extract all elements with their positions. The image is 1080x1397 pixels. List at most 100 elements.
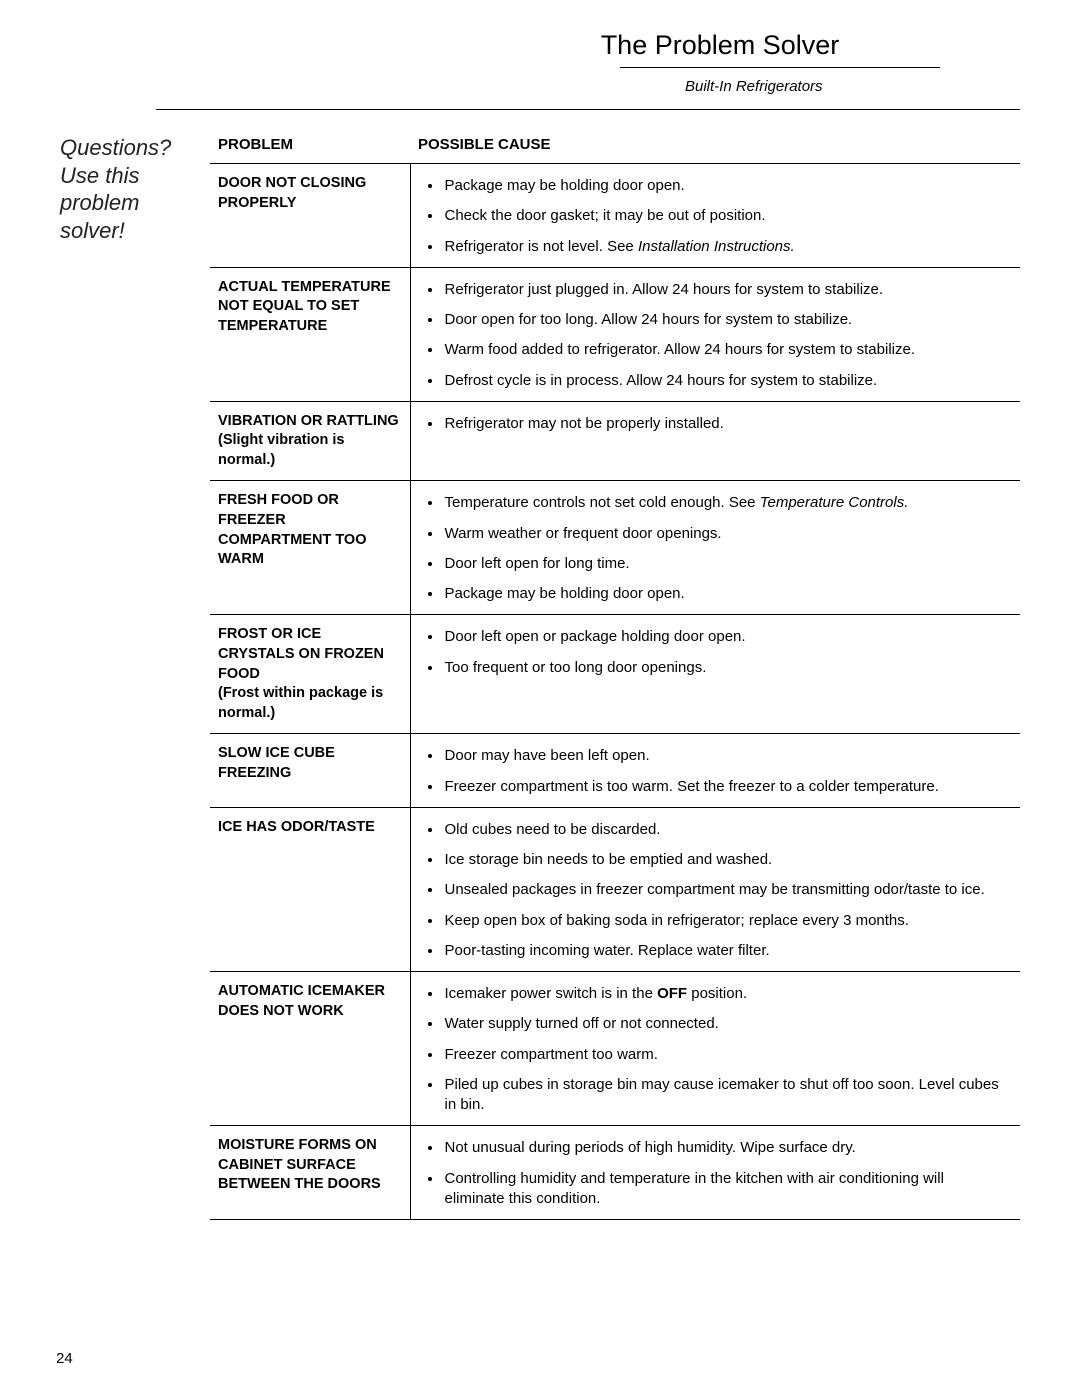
cause-text: Door may have been left open.	[445, 747, 650, 764]
troubleshooting-table: PROBLEM POSSIBLE CAUSE DOOR NOT CLOSING …	[210, 128, 1020, 1220]
table-row: AUTOMATIC ICEMAKER DOES NOT WORK Icemaker…	[210, 972, 1020, 1126]
cause-text: Controlling humidity and temperature in …	[445, 1170, 944, 1207]
cause-text: Temperature controls not set cold enough…	[445, 494, 760, 511]
causes-cell: Refrigerator may not be properly install…	[410, 401, 1020, 481]
cause-text: Defrost cycle is in process. Allow 24 ho…	[445, 372, 878, 389]
cause-text-italic: Temperature Controls.	[760, 494, 909, 511]
causes-cell: Door left open or package holding door o…	[410, 615, 1020, 734]
cause-item: Refrigerator may not be properly install…	[443, 412, 1005, 434]
table-row: FRESH FOOD OR FREEZER COMPARTMENT TOO WA…	[210, 481, 1020, 615]
cause-text: Keep open box of baking soda in refriger…	[445, 912, 909, 929]
problem-text: MOISTURE FORMS ON CABINET SURFACE BETWEE…	[218, 1137, 381, 1192]
cause-item: Temperature controls not set cold enough…	[443, 491, 1005, 521]
cause-item: Door left open for long time.	[443, 552, 1005, 582]
page-title: The Problem Solver	[420, 30, 1020, 61]
cause-text: Check the door gasket; it may be out of …	[445, 207, 766, 224]
problem-text: FROST OR ICE CRYSTALS ON FROZEN FOOD	[218, 626, 384, 681]
problem-cell: DOOR NOT CLOSING PROPERLY	[210, 164, 410, 268]
table-row: ICE HAS ODOR/TASTEOld cubes need to be d…	[210, 807, 1020, 971]
cause-item: Ice storage bin needs to be emptied and …	[443, 848, 1005, 878]
cause-item: Door may have been left open.	[443, 744, 1005, 774]
cause-item: Refrigerator is not level. See Installat…	[443, 235, 1005, 257]
table-row: MOISTURE FORMS ON CABINET SURFACE BETWEE…	[210, 1126, 1020, 1220]
causes-cell: Refrigerator just plugged in. Allow 24 h…	[410, 267, 1020, 401]
cause-item: Too frequent or too long door openings.	[443, 656, 1005, 678]
causes-cell: Icemaker power switch is in the OFF posi…	[410, 972, 1020, 1126]
cause-item: Piled up cubes in storage bin may cause …	[443, 1073, 1005, 1116]
cause-item: Freezer compartment too warm.	[443, 1043, 1005, 1073]
cause-item: Package may be holding door open.	[443, 174, 1005, 204]
cause-item: Warm weather or frequent door openings.	[443, 522, 1005, 552]
problem-text: AUTOMATIC ICEMAKER DOES NOT WORK	[218, 983, 385, 1019]
cause-item: Door left open or package holding door o…	[443, 625, 1005, 655]
table-row: FROST OR ICE CRYSTALS ON FROZEN FOOD (Fro…	[210, 615, 1020, 734]
cause-text: Unsealed packages in freezer compartment…	[445, 881, 985, 898]
cause-item: Freezer compartment is too warm. Set the…	[443, 775, 1005, 797]
cause-text: Freezer compartment too warm.	[445, 1046, 658, 1063]
problem-cell: MOISTURE FORMS ON CABINET SURFACE BETWEE…	[210, 1126, 410, 1220]
problem-cell: FRESH FOOD OR FREEZER COMPARTMENT TOO WA…	[210, 481, 410, 615]
cause-item: Old cubes need to be discarded.	[443, 818, 1005, 848]
cause-text-bold: OFF	[657, 985, 687, 1002]
cause-text: Warm weather or frequent door openings.	[445, 525, 722, 542]
page-number: 24	[56, 1350, 73, 1367]
problem-cell: ICE HAS ODOR/TASTE	[210, 807, 410, 971]
cause-item: Warm food added to refrigerator. Allow 2…	[443, 338, 1005, 368]
problem-cell: ACTUAL TEMPERATURE NOT EQUAL TO SET TEMP…	[210, 267, 410, 401]
cause-item: Controlling humidity and temperature in …	[443, 1167, 1005, 1210]
problem-text: SLOW ICE CUBE FREEZING	[218, 745, 335, 781]
table-row: ACTUAL TEMPERATURE NOT EQUAL TO SET TEMP…	[210, 267, 1020, 401]
cause-text: Piled up cubes in storage bin may cause …	[445, 1076, 999, 1113]
problem-text: ACTUAL TEMPERATURE NOT EQUAL TO SET TEMP…	[218, 279, 391, 334]
causes-cell: Not unusual during periods of high humid…	[410, 1126, 1020, 1220]
table-row: VIBRATION OR RATTLING (Slight vibration i…	[210, 401, 1020, 481]
problem-note: (Frost within package is normal.)	[218, 685, 383, 721]
causes-cell: Old cubes need to be discarded. Ice stora…	[410, 807, 1020, 971]
cause-item: Poor-tasting incoming water. Replace wat…	[443, 939, 1005, 961]
cause-text: Icemaker power switch is in the	[445, 985, 658, 1002]
cause-text: position.	[687, 985, 747, 1002]
cause-text: Old cubes need to be discarded.	[445, 821, 661, 838]
table-row: DOOR NOT CLOSING PROPERLY Package may be …	[210, 164, 1020, 268]
cause-text: Ice storage bin needs to be emptied and …	[445, 851, 773, 868]
problem-cell: FROST OR ICE CRYSTALS ON FROZEN FOOD (Fro…	[210, 615, 410, 734]
cause-text: Package may be holding door open.	[445, 585, 685, 602]
cause-text: Refrigerator just plugged in. Allow 24 h…	[445, 281, 884, 298]
cause-item: Keep open box of baking soda in refriger…	[443, 909, 1005, 939]
causes-cell: Door may have been left open. Freezer com…	[410, 734, 1020, 808]
cause-item: Check the door gasket; it may be out of …	[443, 204, 1005, 234]
cause-text: Too frequent or too long door openings.	[445, 659, 707, 676]
cause-item: Refrigerator just plugged in. Allow 24 h…	[443, 278, 1005, 308]
cause-text: Door left open or package holding door o…	[445, 628, 746, 645]
cause-text: Door open for too long. Allow 24 hours f…	[445, 311, 853, 328]
table-row: SLOW ICE CUBE FREEZING Door may have been…	[210, 734, 1020, 808]
sidebar-callout: Questions? Use this problem solver!	[60, 128, 210, 244]
cause-text: Freezer compartment is too warm. Set the…	[445, 778, 939, 795]
cause-item: Unsealed packages in freezer compartment…	[443, 878, 1005, 908]
col-header-problem: PROBLEM	[210, 128, 410, 164]
cause-text: Door left open for long time.	[445, 555, 630, 572]
cause-item: Door open for too long. Allow 24 hours f…	[443, 308, 1005, 338]
cause-item: Icemaker power switch is in the OFF posi…	[443, 982, 1005, 1012]
problem-text: VIBRATION OR RATTLING	[218, 413, 399, 429]
cause-item: Not unusual during periods of high humid…	[443, 1136, 1005, 1166]
problem-text: DOOR NOT CLOSING PROPERLY	[218, 175, 366, 211]
problem-cell: VIBRATION OR RATTLING (Slight vibration i…	[210, 401, 410, 481]
cause-item: Water supply turned off or not connected…	[443, 1012, 1005, 1042]
page-subtitle: Built-In Refrigerators	[685, 78, 1020, 95]
cause-text: Poor-tasting incoming water. Replace wat…	[445, 942, 770, 959]
cause-text: Refrigerator is not level. See	[445, 238, 638, 255]
problem-cell: AUTOMATIC ICEMAKER DOES NOT WORK	[210, 972, 410, 1126]
main-rule	[156, 109, 1020, 110]
problem-note: (Slight vibration is normal.)	[218, 432, 344, 468]
col-header-cause: POSSIBLE CAUSE	[410, 128, 1020, 164]
cause-text: Not unusual during periods of high humid…	[445, 1139, 856, 1156]
cause-text: Package may be holding door open.	[445, 177, 685, 194]
causes-cell: Temperature controls not set cold enough…	[410, 481, 1020, 615]
problem-cell: SLOW ICE CUBE FREEZING	[210, 734, 410, 808]
title-rule	[620, 67, 940, 68]
cause-text-italic: Installation Instructions.	[638, 238, 795, 255]
problem-text: FRESH FOOD OR FREEZER COMPARTMENT TOO WA…	[218, 492, 366, 567]
cause-text: Water supply turned off or not connected…	[445, 1015, 719, 1032]
cause-item: Package may be holding door open.	[443, 582, 1005, 604]
